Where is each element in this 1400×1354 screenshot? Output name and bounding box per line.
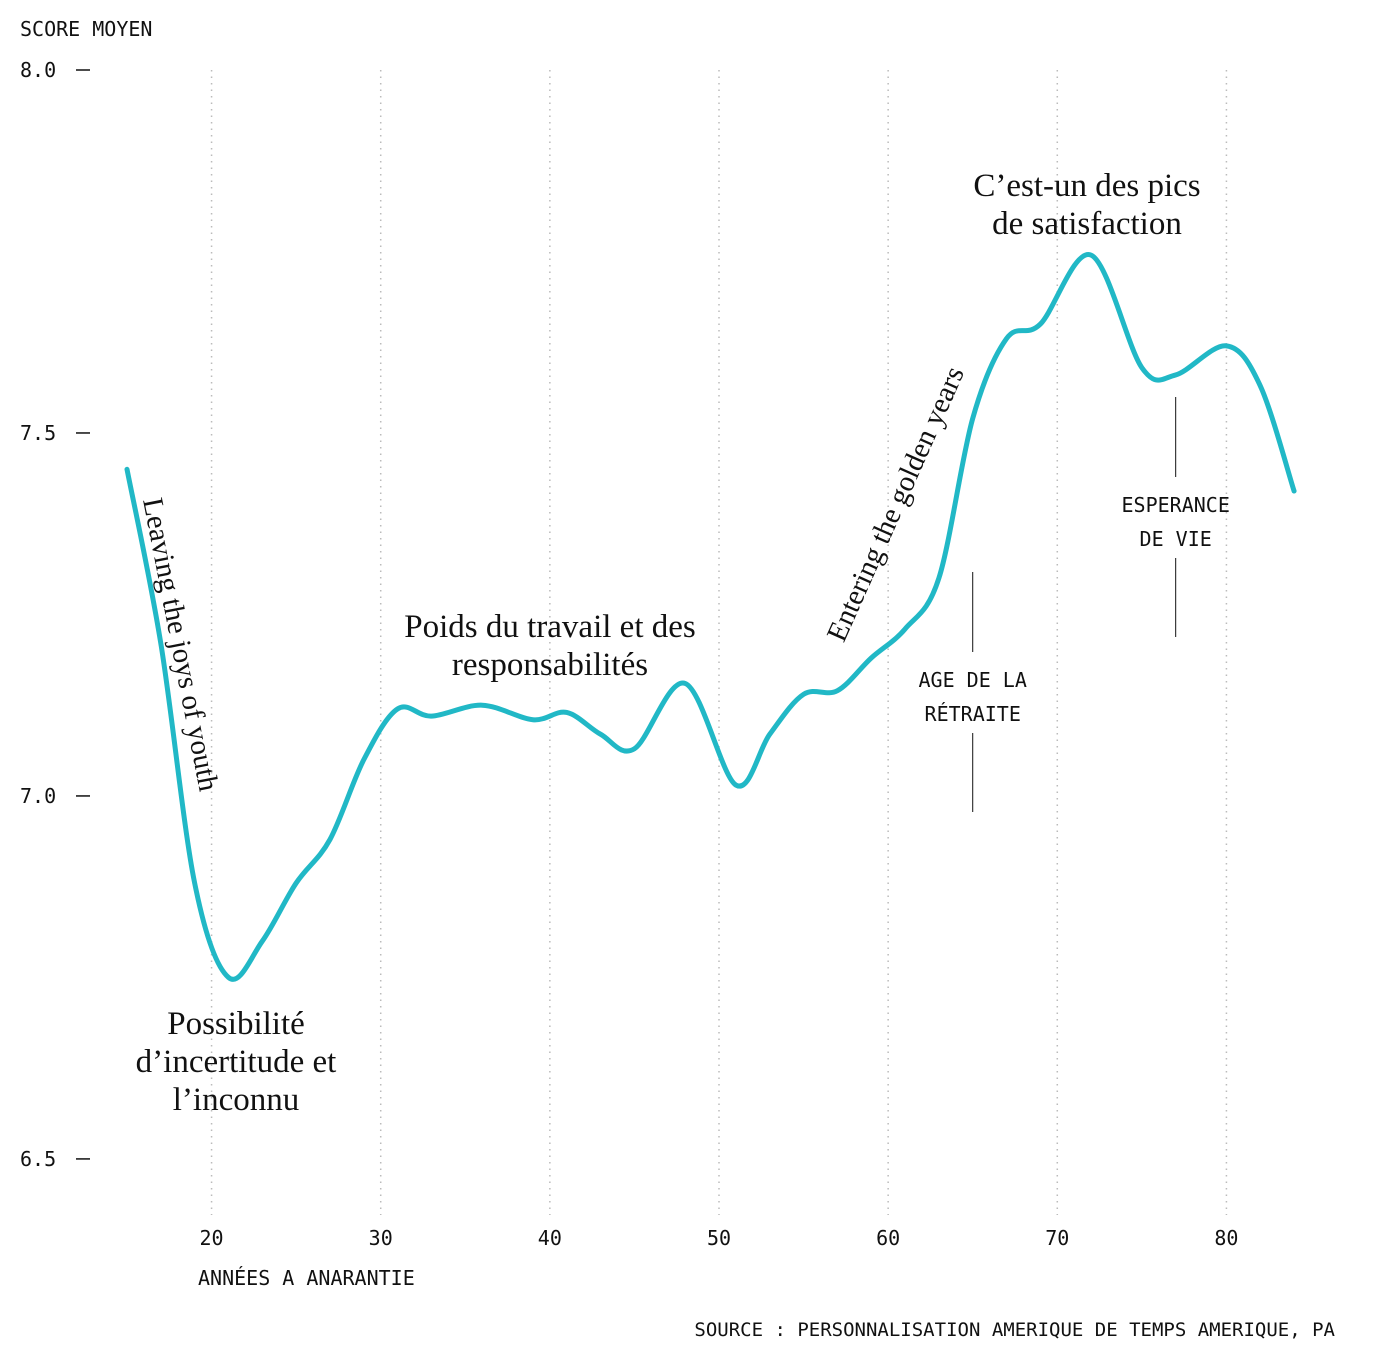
marker-label: ESPERANCE [1121,493,1229,517]
annotation: C’est-un des pics [973,168,1200,204]
annotation: Poids du travail et des [404,609,695,645]
annotation: de satisfaction [992,206,1182,242]
marker-label: AGE DE LA [919,668,1027,692]
y-axis-label: SCORE MOYEN [20,17,152,41]
y-tick-label: 7.5 [20,421,56,445]
y-tick-label: 6.5 [20,1147,56,1171]
annotation: Entering the golden years [821,362,971,646]
annotation: Possibilité [167,1006,305,1042]
line [124,252,1297,982]
marker-label: DE VIE [1140,527,1212,551]
x-tick-label: 50 [707,1226,731,1250]
annotation: responsabilités [452,647,648,683]
x-tick-label: 80 [1214,1226,1238,1250]
x-tick-label: 70 [1045,1226,1069,1250]
annotation: d’incertitude et [136,1044,337,1080]
x-tick-label: 30 [369,1226,393,1250]
y-tick-label: 8.0 [20,58,56,82]
marker-label: RÉTRAITE [925,702,1021,726]
x-tick-label: 20 [200,1226,224,1250]
source: SOURCE : PERSONNALISATION AMERIQUE DE TE… [694,1319,1335,1341]
annotation: Leaving the joys of youth [136,495,224,794]
x-tick-label: 40 [538,1226,562,1250]
x-tick-label: 60 [876,1226,900,1250]
x-axis-label: ANNÉES A ANARANTIE [198,1266,415,1290]
annotation: l’inconnu [173,1082,299,1118]
y-tick-label: 7.0 [20,784,56,808]
